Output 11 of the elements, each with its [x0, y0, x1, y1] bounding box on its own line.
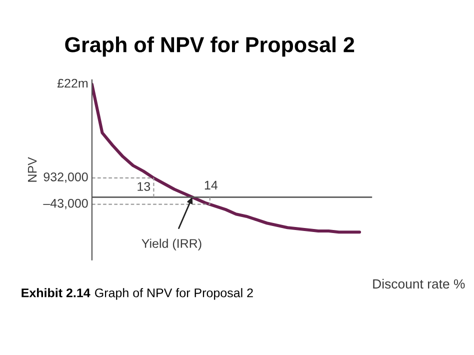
annotation: 13 — [138, 182, 150, 191]
x-axis-title: Discount rate % — [373, 278, 465, 289]
text: Graph of NPV for Proposal 2 — [95, 288, 253, 300]
text: –43,000 — [43, 198, 88, 210]
text: 932,000 — [44, 172, 88, 183]
text: £22m — [57, 78, 88, 88]
chart-title: Graph of NPV for Proposal 2 — [65, 36, 354, 57]
text: Exhibit 2.14 — [22, 288, 90, 298]
annotation: 14 — [204, 180, 218, 190]
text: Yield (IRR) — [142, 238, 202, 250]
y-axis-title: NPV — [28, 157, 37, 182]
